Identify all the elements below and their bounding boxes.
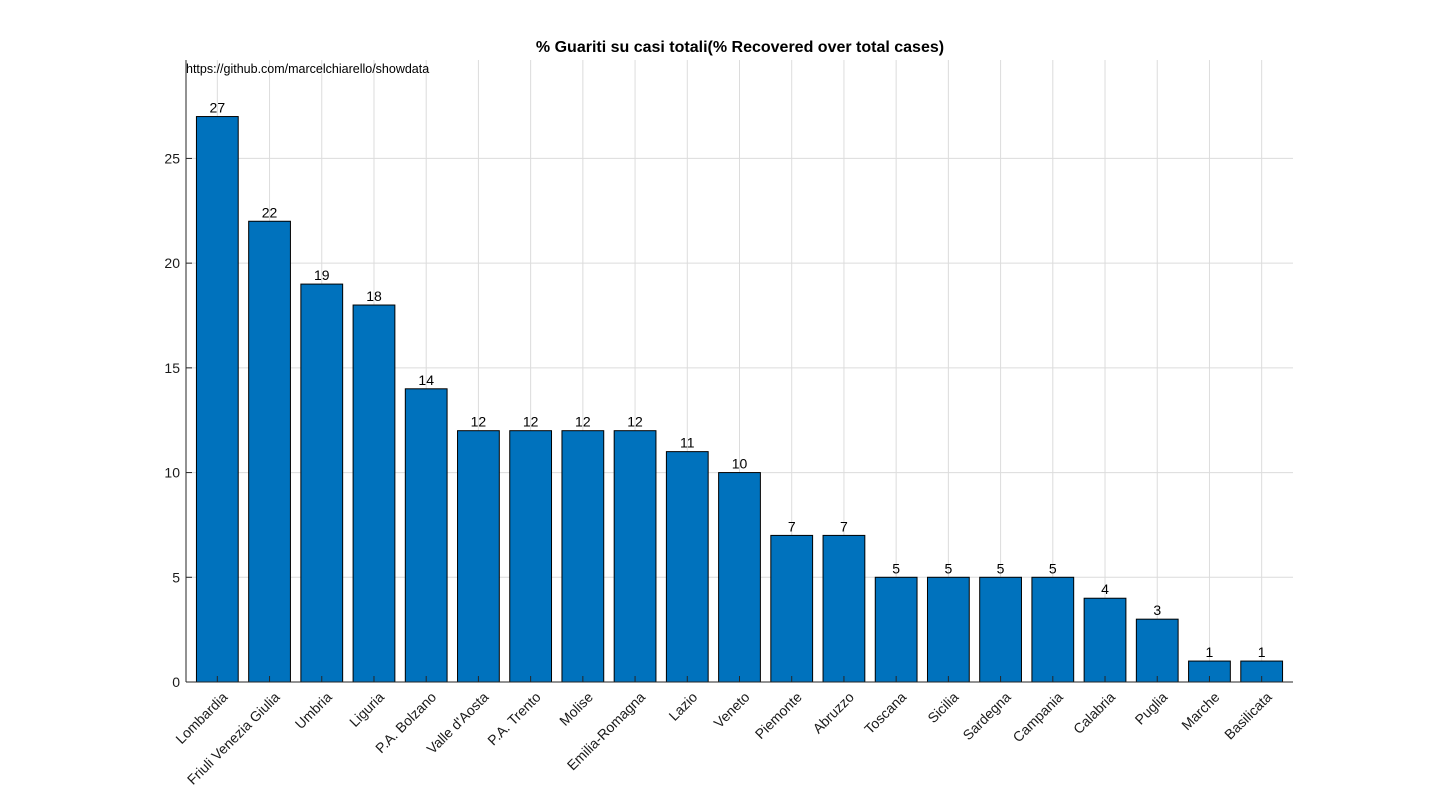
- bar: [770, 534, 814, 683]
- data-label: 19: [314, 267, 330, 283]
- data-label: 10: [732, 456, 748, 472]
- x-tick-label: Abruzzo: [809, 689, 857, 737]
- x-tick-label: Campania: [1009, 689, 1066, 746]
- x-tick-label: Veneto: [710, 689, 752, 731]
- data-label: 5: [997, 560, 1005, 576]
- bar: [613, 430, 657, 683]
- bar: [300, 283, 344, 683]
- x-tick-label: Puglia: [1132, 689, 1171, 728]
- bar: [1083, 597, 1127, 683]
- data-label: 22: [262, 204, 278, 220]
- bar: [509, 430, 553, 683]
- x-tick-label: Sicilia: [924, 689, 961, 726]
- x-tick-label: Piemonte: [752, 689, 805, 742]
- bars: [195, 116, 1284, 683]
- x-tick-label: Molise: [556, 689, 596, 729]
- bar: [457, 430, 500, 683]
- source-annotation: https://github.com/marcelchiarello/showd…: [186, 62, 429, 76]
- data-label: 1: [1206, 644, 1214, 660]
- chart-title: % Guariti su casi totali(% Recovered ove…: [536, 39, 944, 56]
- bar: [979, 576, 1022, 683]
- y-tick-label: 5: [172, 569, 180, 585]
- data-label: 12: [523, 414, 539, 430]
- bar: [822, 534, 866, 683]
- x-tick-label: Liguria: [346, 689, 387, 730]
- data-label: 12: [471, 414, 487, 430]
- x-tick-label: Friuli Venezia Giulia: [184, 689, 283, 788]
- data-label: 5: [892, 560, 900, 576]
- y-tick-label: 10: [164, 465, 180, 481]
- bar: [718, 472, 761, 683]
- y-tick-label: 0: [172, 674, 180, 690]
- data-label: 5: [1049, 560, 1057, 576]
- bar: [1031, 576, 1075, 683]
- data-label: 5: [944, 560, 952, 576]
- data-label: 3: [1153, 602, 1161, 618]
- data-label: 4: [1101, 581, 1109, 597]
- y-tick-label: 25: [164, 150, 180, 166]
- x-tick-label: Lazio: [665, 689, 700, 724]
- data-label: 27: [210, 100, 226, 116]
- x-tick-label: Toscana: [861, 689, 909, 737]
- bar: [561, 430, 605, 683]
- bar: [195, 116, 239, 683]
- bar: [404, 388, 448, 683]
- bar: [874, 576, 918, 683]
- bar: [926, 576, 970, 683]
- bar: [1135, 618, 1179, 683]
- x-tick-label: Calabria: [1070, 689, 1118, 737]
- x-tick-label: P.A. Trento: [484, 689, 544, 749]
- data-label: 7: [840, 518, 848, 534]
- x-tick-label: Basilicata: [1221, 689, 1275, 743]
- data-label: 18: [366, 288, 382, 304]
- bar: [352, 304, 396, 683]
- x-tick-label: Umbria: [292, 689, 335, 732]
- x-tick-label: Marche: [1178, 689, 1222, 733]
- y-tick-label: 20: [164, 255, 180, 271]
- y-tick-label: 15: [164, 360, 180, 376]
- y-axis-ticks: 0 5 10 15 20 25: [164, 150, 192, 690]
- data-label: 7: [788, 518, 796, 534]
- data-label: 12: [627, 414, 643, 430]
- bar: [248, 220, 291, 683]
- data-label: 1: [1258, 644, 1266, 660]
- data-label: 11: [680, 435, 695, 451]
- bar: [665, 451, 709, 683]
- data-label: 14: [418, 372, 434, 388]
- x-tick-label: Sardegna: [959, 689, 1013, 743]
- data-label: 12: [575, 414, 591, 430]
